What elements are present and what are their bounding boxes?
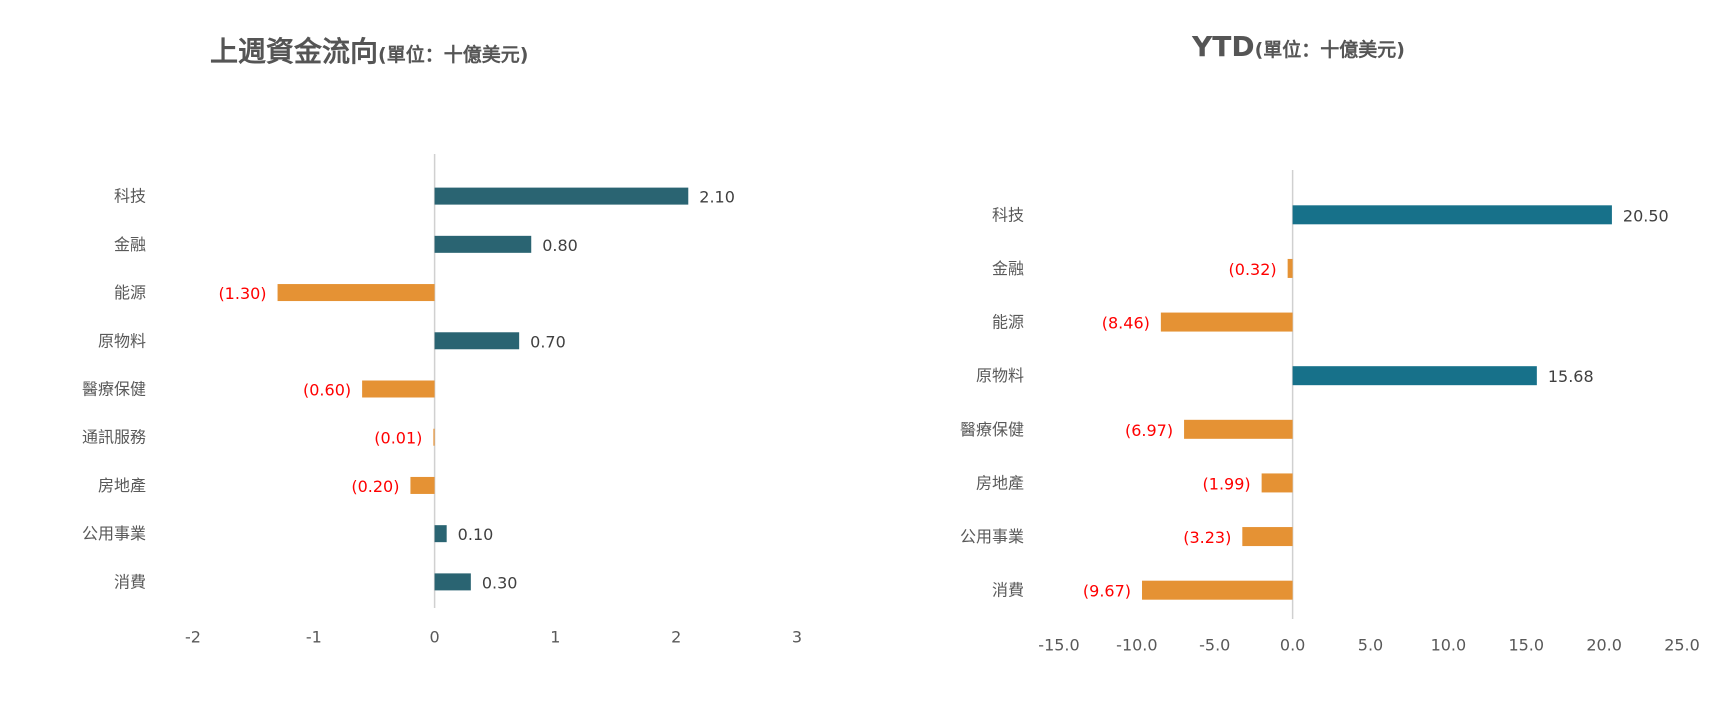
category-label: 能源 <box>992 313 1024 332</box>
data-label: (0.32) <box>1229 260 1277 279</box>
category-label: 金融 <box>114 235 146 254</box>
bar <box>434 187 689 205</box>
data-label: 15.68 <box>1548 367 1594 386</box>
data-label: 0.10 <box>458 525 494 544</box>
data-label: (0.01) <box>374 429 422 448</box>
bar <box>1142 580 1293 600</box>
data-label: (6.97) <box>1125 421 1173 440</box>
category-label: 原物料 <box>98 331 146 350</box>
bar <box>434 525 447 543</box>
category-label: 能源 <box>114 283 146 302</box>
bar <box>433 428 435 446</box>
category-label: 公用事業 <box>82 524 146 543</box>
data-label: (3.23) <box>1183 528 1231 547</box>
category-label: 公用事業 <box>960 527 1024 546</box>
x-tick-label: 25.0 <box>1664 636 1700 655</box>
data-label: (0.20) <box>351 477 399 496</box>
category-label: 醫療保健 <box>960 420 1024 439</box>
x-tick-label: 3 <box>792 628 802 647</box>
bar <box>434 332 520 350</box>
category-label: 科技 <box>114 187 146 206</box>
x-tick-label: -5.0 <box>1199 636 1230 655</box>
bar <box>362 380 435 398</box>
x-tick-label: -10.0 <box>1116 636 1157 655</box>
category-label: 消費 <box>114 572 146 591</box>
data-label: (0.60) <box>303 381 351 400</box>
data-label: (1.30) <box>218 284 266 303</box>
bar <box>1292 205 1612 225</box>
bar <box>434 235 532 253</box>
bar <box>1184 419 1293 439</box>
x-tick-label: 15.0 <box>1508 636 1544 655</box>
x-tick-label: 1 <box>550 628 560 647</box>
chart-title-unit: (單位：十億美元) <box>1254 39 1405 61</box>
x-tick-label: 2 <box>671 628 681 647</box>
category-label: 房地產 <box>98 476 146 495</box>
data-label: (1.99) <box>1203 474 1251 493</box>
bar <box>1160 312 1293 332</box>
bar <box>410 476 435 494</box>
x-tick-label: 0 <box>430 628 440 647</box>
category-label: 金融 <box>992 259 1024 278</box>
x-tick-label: -2 <box>185 628 201 647</box>
x-tick-label: 20.0 <box>1586 636 1622 655</box>
chart-title-ytd: YTD(單位：十億美元) <box>1192 26 1405 64</box>
category-label: 原物料 <box>976 366 1024 385</box>
chart-title-weekly: 上週資金流向(單位：十億美元) <box>210 30 528 70</box>
bar <box>1261 473 1293 493</box>
ytd-flow-chart-panel: YTD(單位：十億美元) 科技 20.50 金融 (0.32) 能源 (8.46) 原物料 1… <box>862 0 1724 714</box>
weekly-flow-chart-panel: 上週資金流向(單位：十億美元) 科技 2.10 金融 0.80 能源 (1.30) 原物料 0… <box>82 30 802 647</box>
category-label: 科技 <box>992 205 1024 224</box>
x-tick-label: -1 <box>306 628 322 647</box>
x-tick-label: 5.0 <box>1358 636 1383 655</box>
category-label: 醫療保健 <box>82 380 146 399</box>
data-label: 0.70 <box>530 332 566 351</box>
data-label: (9.67) <box>1083 582 1131 601</box>
category-label: 通訊服務 <box>82 428 146 447</box>
bar <box>434 573 471 591</box>
bar <box>1292 366 1537 386</box>
category-label: 消費 <box>992 581 1024 600</box>
x-tick-label: -15.0 <box>1038 636 1079 655</box>
x-tick-label: 10.0 <box>1431 636 1467 655</box>
data-label: 0.80 <box>542 236 578 255</box>
chart-title-main: YTD <box>1192 30 1255 63</box>
data-label: 20.50 <box>1623 206 1669 225</box>
chart-title-main: 上週資金流向 <box>210 35 379 68</box>
weekly-flow-bar-chart: 科技 2.10 金融 0.80 能源 (1.30) 原物料 0.70 醫療保健 (0.60) 通訊服… <box>82 154 802 647</box>
bar <box>277 284 435 302</box>
ytd-flow-bar-chart: 科技 20.50 金融 (0.32) 能源 (8.46) 原物料 15.68 醫療保健 (6.97… <box>960 170 1700 655</box>
data-label: 0.30 <box>482 573 518 592</box>
data-label: (8.46) <box>1102 314 1150 333</box>
bar <box>1242 527 1293 547</box>
bar <box>1287 258 1293 278</box>
category-label: 房地產 <box>976 473 1024 492</box>
x-tick-label: 0.0 <box>1280 636 1305 655</box>
data-label: 2.10 <box>699 188 735 207</box>
chart-title-unit: (單位：十億美元) <box>378 44 529 66</box>
